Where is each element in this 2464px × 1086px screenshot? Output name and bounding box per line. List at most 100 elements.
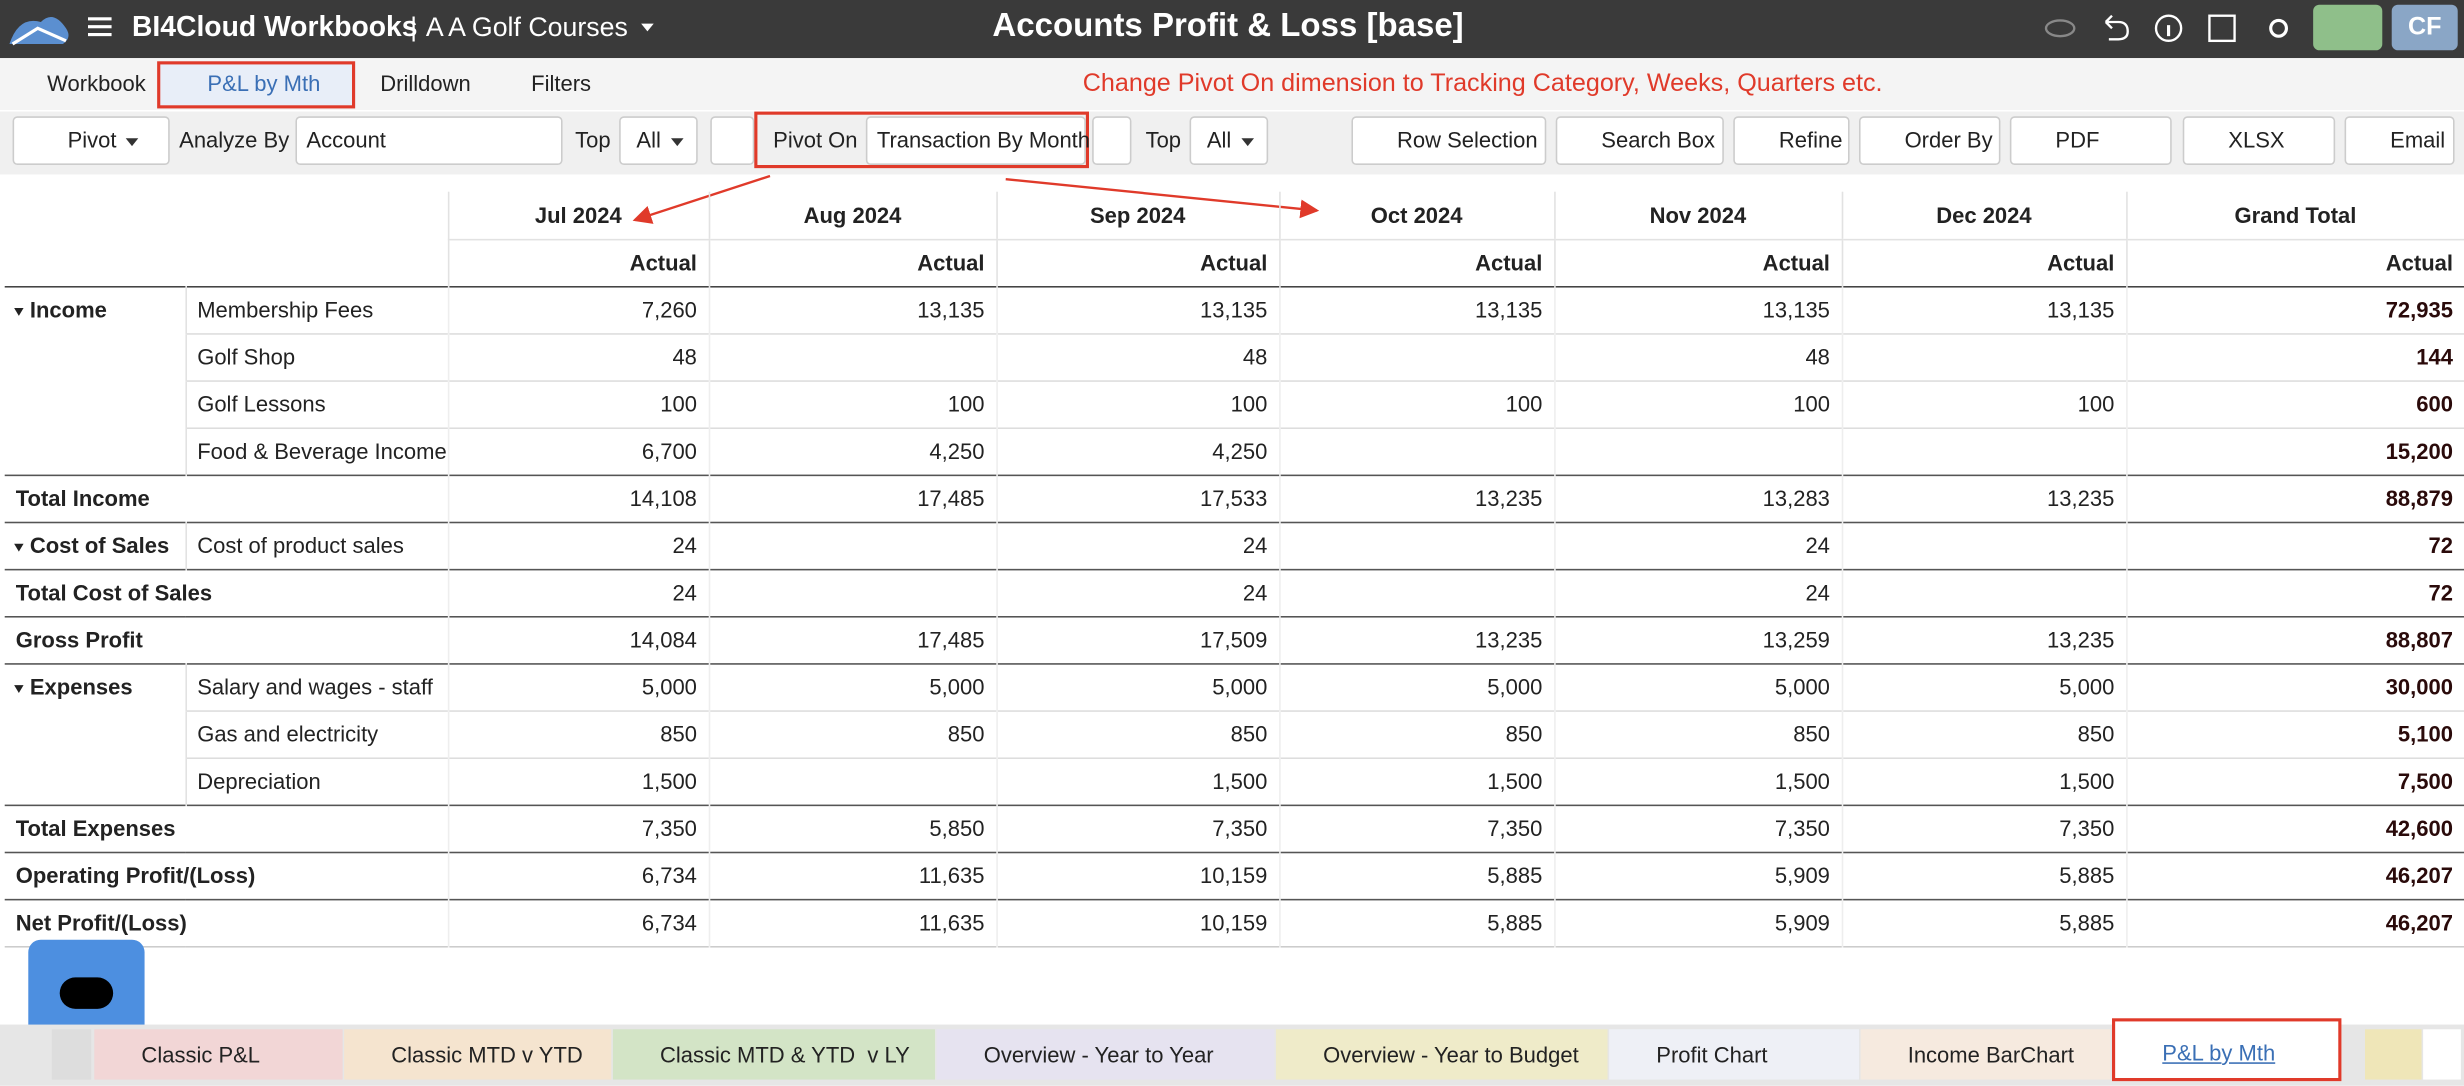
value-cell [1278,568,1555,617]
measure-row: Actual Actual Actual Actual Actual Actual Actu… [4,238,2464,287]
pivot-on-highlight [754,111,1089,169]
toolbar-button[interactable]: Search Box [1555,116,1724,166]
value-cell: 5,000 [707,663,997,711]
active-sheet-tab[interactable]: P&L by Mth [2112,1018,2342,1082]
value-cell: 100 [995,379,1280,428]
swap-button[interactable] [710,116,755,166]
value-cell: 850 [707,709,997,758]
toolbar-button-text: PDF [2055,127,2100,153]
group-cell [5,380,186,427]
company[interactable]: A A Golf Courses [425,12,628,43]
value-cell: 5,909 [1553,851,1842,899]
page-title: Accounts Profit & Loss [base] [992,7,1464,45]
toolbar-button-text: Search Box [1601,127,1716,153]
grand-total-cell: 7,500 [2125,756,2464,805]
value-cell: 5,909 [1553,898,1842,947]
toolbar-button[interactable]: Row Selection [1351,116,1547,166]
tab-scroll-right[interactable] [2423,1029,2461,1080]
pivot-on-arrow[interactable] [1092,116,1132,166]
company-caret[interactable] [641,23,654,32]
measure-header: Actual [707,238,997,287]
sheet-tab[interactable]: Classic MTD v YTD [344,1029,612,1080]
total-label: Total Cost of Sales [15,579,213,606]
collapse-caret[interactable] [14,543,24,552]
nav-tab[interactable]: P&L by Mth [207,70,321,96]
toolbar-button[interactable]: Order By [1859,116,2001,166]
toolbar-button[interactable]: PDF [2009,116,2172,166]
top-value: All [636,127,661,153]
value-cell: 5,850 [707,804,997,852]
pivot-button[interactable]: Pivot [12,116,170,166]
sheet-tab[interactable]: Income BarChart [1860,1029,2111,1080]
toolbar-button-text: Refine [1778,127,1843,153]
grand-total-cell: 72 [2125,521,2464,569]
grand-total-cell: 46,207 [2125,898,2464,947]
toolbar-button-text: XLSX [2228,127,2285,153]
sheet-tab-partial[interactable] [2365,1029,2422,1080]
sheet-tab[interactable]: Overview - Year to Budget [1276,1029,1608,1080]
value-cell: 17,485 [707,474,997,522]
measure-header: Actual [995,238,1280,287]
value-cell: 13,235 [1278,474,1555,522]
value-cell: 24 [447,521,709,569]
nav-tab[interactable]: Workbook [47,70,146,96]
value-cell: 6,734 [447,898,709,947]
sheet-tab[interactable]: Overview - Year to Year [936,1029,1275,1080]
brand: BI4Cloud Workbooks [132,11,418,43]
value-cell: 13,283 [1553,474,1842,522]
analyze-by-label: Analyze By [179,127,290,153]
column-header: Dec 2024 [1840,191,2127,240]
nav-tab[interactable]: Filters [531,70,592,96]
value-cell: 7,350 [1553,804,1842,852]
value-cell [1840,332,2127,381]
collapse-caret[interactable] [14,308,24,316]
toolbar-button[interactable]: Email [2344,116,2455,166]
collapse-caret[interactable] [14,685,24,694]
tab-scroll-left[interactable] [51,1029,92,1080]
header-blank [5,192,448,239]
toolbar-button[interactable]: XLSX [2182,116,2336,166]
top2-select[interactable]: All [1189,116,1269,166]
value-cell [1278,521,1555,569]
group-cell[interactable]: Cost of Sales [5,522,186,569]
value-cell: 4,250 [707,426,997,475]
value-cell: 5,000 [1553,663,1842,711]
header-icons[interactable] [2040,9,2307,47]
value-cell [1553,426,1842,475]
row-label: Golf Lessons [184,379,448,428]
sheet-tab[interactable]: Classic P&L [94,1029,343,1080]
value-cell [707,756,997,805]
value-cell: 5,885 [1278,898,1555,947]
value-cell: 11,635 [707,851,997,899]
active-nav-tab[interactable] [157,61,356,109]
pivot-on-select[interactable]: Transaction By Month [865,116,1090,166]
user-badge[interactable]: CF [2391,4,2458,51]
value-cell: 5,000 [1840,663,2127,711]
value-cell: 7,260 [447,286,709,334]
top-select[interactable]: All [619,116,698,166]
value-cell: 1,500 [995,756,1280,805]
group-cell[interactable]: Income [5,286,186,333]
total-row: Net Profit/(Loss) 6,734 11,635 10,159 5,885 5… [4,898,2464,947]
detail-row: Golf Shop 48 48 48 144 [5,332,2464,381]
toolbar-button[interactable]: Refine [1733,116,1850,166]
value-cell: 24 [995,568,1280,617]
value-cell: 24 [1553,521,1842,569]
total-label: Total Income [15,485,150,511]
pivot-table: Jul 2024 Aug 2024 Sep 2024 Oct 2024 Nov 2024… [4,191,2464,947]
value-cell: 100 [707,379,997,428]
value-cell: 5,885 [1278,851,1555,899]
detail-row: Food & Beverage Income 6,700 4,250 4,250 15,… [5,426,2464,475]
value-cell: 17,533 [995,474,1280,522]
group-cell[interactable]: Expenses [5,663,186,710]
sheet-tab[interactable]: Profit Chart [1609,1029,1860,1080]
analyze-by-select[interactable]: Account [295,116,563,166]
sheet-tab[interactable]: Classic MTD & YTD v LY [612,1029,936,1080]
value-cell [707,521,997,569]
value-cell: 1,500 [1553,756,1842,805]
value-cell: 1,500 [1840,756,2127,805]
value-cell: 5,885 [1840,851,2127,899]
menu-button[interactable] [88,16,113,38]
nav-tab[interactable]: Drilldown [380,70,471,96]
add-book-button[interactable] [2313,4,2383,51]
